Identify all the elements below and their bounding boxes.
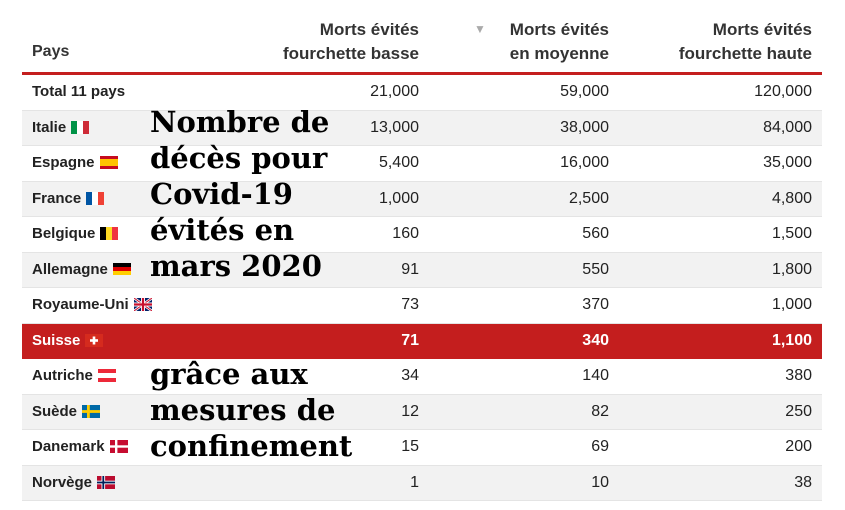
country-name: Royaume-Uni (32, 296, 129, 313)
cell-high: 120,000 (754, 83, 812, 100)
overlay-line: grâce aux (150, 357, 308, 391)
country-name: Suisse (32, 331, 81, 349)
cell-mid: 340 (582, 331, 609, 349)
overlay-line: mesures de (150, 393, 336, 427)
table-row: Norvège 1 10 38 (22, 465, 822, 501)
cell-mid: 140 (582, 367, 609, 384)
country-name: France (32, 189, 82, 207)
country-name: Autriche (32, 367, 93, 384)
cell-low: 34 (401, 367, 419, 384)
header-pays[interactable]: Pays (32, 43, 70, 60)
country-name: Norvège (32, 473, 93, 491)
uk-flag-icon (133, 298, 152, 311)
cell-mid: 560 (582, 225, 609, 242)
cell-low: 5,400 (378, 154, 419, 171)
cell-high: 1,500 (771, 225, 812, 242)
germany-flag-icon (112, 262, 131, 276)
header-mid-line2: en moyenne (509, 44, 609, 63)
table-body: Total 11 pays 21,000 59,000 120,000 Ital… (22, 75, 822, 501)
cell-low: 160 (392, 225, 419, 242)
table-header: Pays Morts évités fourchette basse ▼ Mor… (22, 0, 822, 75)
table-row-highlighted: Suisse 71 340 1,100 (22, 323, 822, 359)
country-name: Italie (32, 118, 67, 136)
header-low-line2: fourchette basse (282, 44, 419, 63)
cell-mid: 82 (591, 402, 609, 420)
overlay-caption-bottom: grâce aux mesures de confinement (150, 356, 352, 464)
overlay-line: Nombre de (150, 105, 330, 139)
table-row: Allemagne 91 550 1,800 (22, 252, 822, 288)
cell-high: 84,000 (763, 118, 812, 136)
cell-high: 380 (785, 367, 812, 384)
austria-flag-icon (97, 369, 116, 382)
spain-flag-icon (99, 156, 118, 169)
cell-low: 15 (401, 438, 419, 455)
table-row: Total 11 pays 21,000 59,000 120,000 (22, 75, 822, 111)
country-name: Allemagne (32, 260, 108, 278)
cell-mid: 16,000 (560, 154, 609, 171)
cell-mid: 59,000 (560, 83, 609, 100)
country-name: Suède (32, 402, 78, 420)
header-low-line1: Morts évités (319, 20, 419, 39)
overlay-line: décès pour (150, 141, 328, 175)
denmark-flag-icon (109, 440, 128, 453)
cell-high: 4,800 (771, 189, 812, 207)
table-row: Danemark 15 69 200 (22, 430, 822, 466)
overlay-line: confinement (150, 429, 353, 463)
table-row: Autriche 34 140 380 (22, 359, 822, 395)
cell-mid: 10 (591, 473, 609, 491)
country-name: Belgique (32, 225, 96, 242)
cell-high: 35,000 (763, 154, 812, 171)
cell-low: 73 (401, 296, 419, 313)
header-mid-line1: Morts évités (509, 20, 609, 39)
table-row: Belgique 160 560 1,500 (22, 217, 822, 253)
country-name: Danemark (32, 438, 105, 455)
norway-flag-icon (97, 475, 116, 489)
cell-high: 1,000 (771, 296, 812, 313)
france-flag-icon (86, 191, 105, 205)
cell-low: 71 (401, 331, 419, 349)
sweden-flag-icon (82, 404, 101, 418)
country-name: Total 11 pays (32, 83, 126, 100)
table-row: Italie 13,000 38,000 84,000 (22, 110, 822, 146)
cell-low: 1 (410, 473, 419, 491)
cell-high: 1,800 (771, 260, 812, 278)
cell-high: 38 (794, 473, 812, 491)
header-high-line1: Morts évités (712, 20, 812, 39)
overlay-line: Covid-19 (150, 177, 293, 211)
cell-mid: 370 (582, 296, 609, 313)
belgium-flag-icon (100, 227, 119, 240)
table-row: Espagne 5,400 16,000 35,000 (22, 146, 822, 182)
italy-flag-icon (71, 120, 90, 134)
country-name: Espagne (32, 154, 95, 171)
overlay-line: évités en (150, 213, 295, 247)
cell-high: 1,100 (771, 331, 812, 349)
cell-low: 1,000 (378, 189, 419, 207)
overlay-caption-top: Nombre de décès pour Covid-19 évités en … (150, 104, 329, 284)
cell-mid: 38,000 (560, 118, 609, 136)
cell-low: 91 (401, 260, 419, 278)
cell-mid: 2,500 (568, 189, 609, 207)
header-low[interactable]: Morts évités fourchette basse (283, 18, 419, 66)
cell-mid: 550 (582, 260, 609, 278)
cell-mid: 69 (591, 438, 609, 455)
cell-high: 200 (785, 438, 812, 455)
table-row: Suède 12 82 250 (22, 394, 822, 430)
sort-desc-icon[interactable]: ▼ (474, 22, 486, 36)
cell-low: 21,000 (370, 83, 419, 100)
table-row: Royaume-Uni 73 370 1,000 (22, 288, 822, 324)
overlay-line: mars 2020 (150, 249, 322, 283)
header-high[interactable]: Morts évités fourchette haute (679, 18, 812, 66)
header-high-line2: fourchette haute (678, 44, 812, 63)
switzerland-flag-icon (85, 333, 104, 347)
cell-low: 13,000 (370, 118, 419, 136)
cell-low: 12 (401, 402, 419, 420)
table-row: France 1,000 2,500 4,800 (22, 181, 822, 217)
cell-high: 250 (785, 402, 812, 420)
header-mid[interactable]: Morts évités en moyenne (510, 18, 609, 66)
